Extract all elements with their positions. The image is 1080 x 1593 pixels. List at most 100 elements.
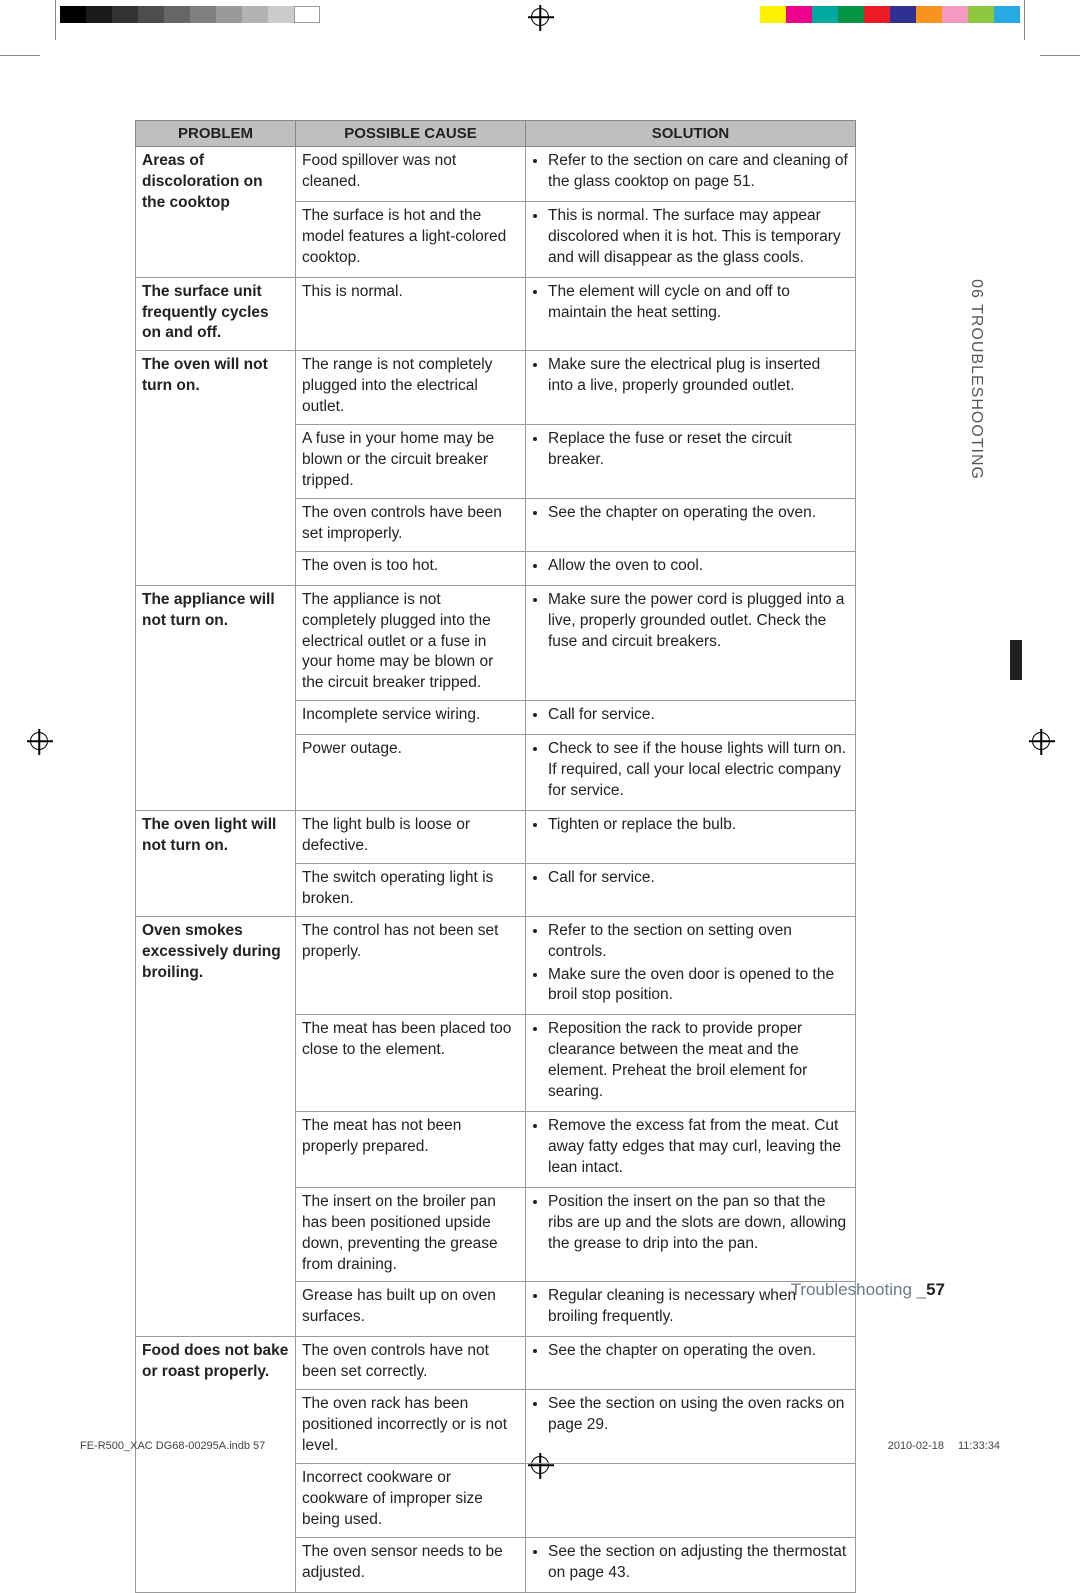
- footer-page-number: 57: [926, 1280, 945, 1299]
- footer-file-meta: FE-R500_XAC DG68-00295A.indb 57: [80, 1440, 265, 1452]
- solution-list: See the chapter on operating the oven.: [532, 503, 849, 524]
- solution-item: Call for service.: [548, 868, 849, 889]
- table-row: Food does not bake or roast properly.The…: [136, 1337, 856, 1390]
- problem-cell: The appliance will not turn on.: [136, 585, 296, 810]
- cause-cell: The oven controls have been set improper…: [296, 498, 526, 551]
- solution-item: Replace the fuse or reset the circuit br…: [548, 429, 849, 471]
- cause-cell: The insert on the broiler pan has been p…: [296, 1187, 526, 1282]
- crop-mark: [0, 55, 40, 56]
- cause-cell: The meat has not been properly prepared.: [296, 1112, 526, 1188]
- cause-cell: The oven rack has been positioned incorr…: [296, 1390, 526, 1464]
- solution-cell: Refer to the section on care and cleanin…: [526, 147, 856, 202]
- solution-cell: [526, 1463, 856, 1537]
- solution-list: Tighten or replace the bulb.: [532, 815, 849, 836]
- solution-list: See the section on adjusting the thermos…: [532, 1542, 849, 1584]
- solution-list: Call for service.: [532, 705, 849, 726]
- solution-item: Make sure the electrical plug is inserte…: [548, 355, 849, 397]
- cause-cell: The surface is hot and the model feature…: [296, 201, 526, 277]
- solution-item: Position the insert on the pan so that t…: [548, 1192, 849, 1255]
- cause-cell: The meat has been placed too close to th…: [296, 1015, 526, 1112]
- table-body: Areas of discoloration on the cooktopFoo…: [136, 147, 856, 1593]
- solution-item: Refer to the section on care and cleanin…: [548, 151, 849, 193]
- col-header-problem: PROBLEM: [136, 121, 296, 147]
- solution-list: See the chapter on operating the oven.: [532, 1341, 849, 1362]
- cause-cell: The light bulb is loose or defective.: [296, 810, 526, 863]
- solution-list: Replace the fuse or reset the circuit br…: [532, 429, 849, 471]
- solution-cell: See the chapter on operating the oven.: [526, 1337, 856, 1390]
- grayscale-swatches: [60, 6, 320, 23]
- solution-item: The element will cycle on and off to mai…: [548, 282, 849, 324]
- solution-cell: See the section on using the oven racks …: [526, 1390, 856, 1464]
- cause-cell: Incorrect cookware or cookware of improp…: [296, 1463, 526, 1537]
- problem-cell: Oven smokes excessively during broiling.: [136, 916, 296, 1337]
- solution-cell: See the section on adjusting the thermos…: [526, 1537, 856, 1592]
- solution-list: Position the insert on the pan so that t…: [532, 1192, 849, 1255]
- solution-list: Refer to the section on setting oven con…: [532, 921, 849, 1007]
- solution-list: This is normal. The surface may appear d…: [532, 206, 849, 269]
- table-row: The surface unit frequently cycles on an…: [136, 277, 856, 351]
- problem-cell: Food does not bake or roast properly.: [136, 1337, 296, 1592]
- cause-cell: The switch operating light is broken.: [296, 863, 526, 916]
- solution-item: See the section on adjusting the thermos…: [548, 1542, 849, 1584]
- cause-cell: A fuse in your home may be blown or the …: [296, 425, 526, 499]
- solution-item: Make sure the oven door is opened to the…: [548, 965, 849, 1007]
- registration-mark-top: [531, 8, 549, 26]
- cause-cell: The range is not completely plugged into…: [296, 351, 526, 425]
- solution-cell: Refer to the section on setting oven con…: [526, 916, 856, 1015]
- table-header-row: PROBLEM POSSIBLE CAUSE SOLUTION: [136, 121, 856, 147]
- solution-cell: Replace the fuse or reset the circuit br…: [526, 425, 856, 499]
- solution-cell: Make sure the power cord is plugged into…: [526, 585, 856, 701]
- page-content: PROBLEM POSSIBLE CAUSE SOLUTION Areas of…: [135, 120, 855, 1593]
- col-header-solution: SOLUTION: [526, 121, 856, 147]
- solution-cell: Allow the oven to cool.: [526, 551, 856, 585]
- solution-cell: Remove the excess fat from the meat. Cut…: [526, 1112, 856, 1188]
- crop-mark: [55, 0, 56, 40]
- solution-cell: Position the insert on the pan so that t…: [526, 1187, 856, 1282]
- solution-item: Make sure the power cord is plugged into…: [548, 590, 849, 653]
- solution-list: See the section on using the oven racks …: [532, 1394, 849, 1436]
- footer-date: 2010-02-18: [888, 1440, 944, 1452]
- table-row: The appliance will not turn on.The appli…: [136, 585, 856, 701]
- table-row: Areas of discoloration on the cooktopFoo…: [136, 147, 856, 202]
- solution-item: This is normal. The surface may appear d…: [548, 206, 849, 269]
- registration-mark-right: [1032, 732, 1050, 750]
- cause-cell: The oven is too hot.: [296, 551, 526, 585]
- cause-cell: This is normal.: [296, 277, 526, 351]
- problem-cell: The oven will not turn on.: [136, 351, 296, 585]
- solution-item: Refer to the section on setting oven con…: [548, 921, 849, 963]
- side-tab-label: 06 TROUBLESHOOTING: [967, 279, 985, 480]
- solution-item: Check to see if the house lights will tu…: [548, 739, 849, 802]
- solution-list: Check to see if the house lights will tu…: [532, 739, 849, 802]
- problem-cell: The surface unit frequently cycles on an…: [136, 277, 296, 351]
- solution-list: Make sure the electrical plug is inserte…: [532, 355, 849, 397]
- solution-item: Reposition the rack to provide proper cl…: [548, 1019, 849, 1103]
- col-header-cause: POSSIBLE CAUSE: [296, 121, 526, 147]
- solution-cell: This is normal. The surface may appear d…: [526, 201, 856, 277]
- solution-cell: Call for service.: [526, 863, 856, 916]
- table-row: The oven light will not turn on.The ligh…: [136, 810, 856, 863]
- solution-cell: Call for service.: [526, 701, 856, 735]
- problem-cell: Areas of discoloration on the cooktop: [136, 147, 296, 278]
- crop-mark: [1040, 55, 1080, 56]
- problem-cell: The oven light will not turn on.: [136, 810, 296, 916]
- footer-section-text: Troubleshooting _: [791, 1280, 926, 1299]
- color-swatches: [760, 6, 1020, 23]
- solution-item: Remove the excess fat from the meat. Cut…: [548, 1116, 849, 1179]
- solution-list: Remove the excess fat from the meat. Cut…: [532, 1116, 849, 1179]
- crop-mark: [1024, 0, 1025, 40]
- solution-item: Allow the oven to cool.: [548, 556, 849, 577]
- cause-cell: Grease has built up on oven surfaces.: [296, 1282, 526, 1337]
- solution-list: Call for service.: [532, 868, 849, 889]
- cause-cell: The oven sensor needs to be adjusted.: [296, 1537, 526, 1592]
- side-tab-marker: [1010, 640, 1022, 680]
- solution-list: Reposition the rack to provide proper cl…: [532, 1019, 849, 1103]
- solution-item: Tighten or replace the bulb.: [548, 815, 849, 836]
- table-row: The oven will not turn on.The range is n…: [136, 351, 856, 425]
- cause-cell: Food spillover was not cleaned.: [296, 147, 526, 202]
- solution-item: Call for service.: [548, 705, 849, 726]
- registration-mark-left: [30, 732, 48, 750]
- cause-cell: The control has not been set properly.: [296, 916, 526, 1015]
- solution-list: Refer to the section on care and cleanin…: [532, 151, 849, 193]
- table-row: Oven smokes excessively during broiling.…: [136, 916, 856, 1015]
- solution-cell: Make sure the electrical plug is inserte…: [526, 351, 856, 425]
